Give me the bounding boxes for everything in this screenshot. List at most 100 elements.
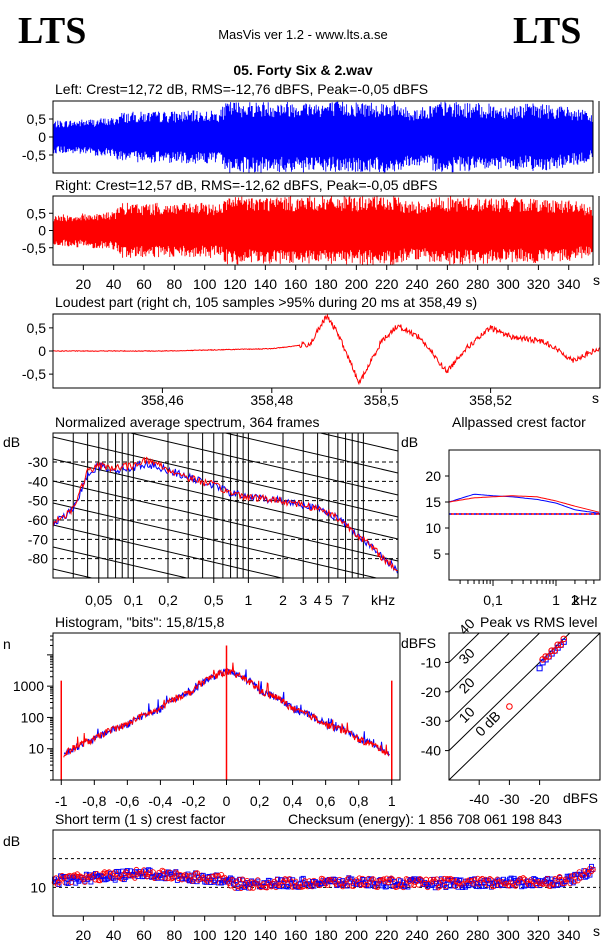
spectrum-ytick-label: -30 (28, 454, 48, 470)
short-term-left-point (297, 881, 303, 887)
short-term-right-point (464, 880, 470, 886)
short-term-xtick-label: 340 (557, 927, 581, 943)
short-term-right-point (438, 877, 445, 884)
short-term-left-point (243, 881, 249, 887)
right-waveform-xtick-label: 260 (436, 276, 460, 292)
peak-rms-diag (449, 633, 541, 722)
short-term-x-unit: s (593, 923, 600, 939)
peak-rms-left-point (536, 665, 543, 672)
short-term-right-point (423, 876, 429, 883)
peak-rms-xtick-label: -40 (469, 791, 489, 807)
short-term-left-point (281, 884, 287, 890)
short-term-title: Short term (1 s) crest factor (55, 811, 226, 827)
spectrum-diag (53, 679, 398, 759)
right-waveform-xtick-label: 160 (284, 276, 308, 292)
short-term-left-point (155, 875, 161, 881)
peak-rms-y-unit: dBFS (401, 635, 437, 651)
short-term-right-point (83, 873, 90, 879)
spectrum-right-trace (53, 456, 398, 571)
short-term-left-point (103, 877, 109, 883)
allpass-xtick-label: 2 (571, 592, 579, 608)
short-term-right-point (77, 873, 84, 879)
spectrum-diag (128, 433, 398, 496)
spectrum-title: Normalized average spectrum, 364 frames (55, 414, 320, 430)
short-term-xtick-label: 220 (375, 927, 399, 943)
right-waveform-xtick-label: 60 (136, 276, 152, 292)
loudest-ytick-label: 0 (38, 343, 46, 359)
short-term-xtick-label: 260 (436, 927, 460, 943)
short-term-right-point (116, 873, 123, 879)
spectrum-diag (53, 261, 398, 341)
peak-rms-right-point (560, 635, 568, 643)
spectrum-ytick-label: -60 (28, 512, 48, 528)
right-waveform-xtick-label: 40 (106, 276, 122, 292)
spectrum-diag (53, 568, 95, 578)
histogram-xtick-label: 0,2 (250, 793, 270, 809)
short-term-xtick-label: 100 (193, 927, 217, 943)
allpass-frame (448, 449, 601, 581)
peak-rms-ytick-label: -20 (421, 684, 441, 700)
histogram-xtick-label: 0,6 (316, 793, 336, 809)
spectrum-diag (53, 436, 398, 518)
right-waveform-xtick-label: 100 (193, 276, 217, 292)
short-term-left-point (589, 863, 594, 869)
short-term-right-point (215, 873, 222, 879)
peak-rms-frame (448, 632, 601, 781)
right-waveform-xtick-label: 300 (496, 276, 520, 292)
loudest-xtick-label: 358,52 (469, 392, 512, 408)
short-term-ytick-label: 10 (30, 879, 46, 895)
short-term-right-point (236, 877, 243, 883)
short-term-left-point (235, 885, 241, 891)
short-term-right-point (582, 867, 589, 874)
short-term-right-point (487, 876, 493, 882)
short-term-right-point (218, 872, 225, 878)
short-term-left-point (100, 873, 106, 879)
right-waveform-xtick-label: 220 (375, 276, 399, 292)
histogram-xtick-label: 0 (223, 793, 231, 809)
short-term-right-point (255, 877, 261, 883)
short-term-left-point (241, 884, 247, 890)
histogram-y-unit: n (3, 636, 11, 652)
short-term-right-point (494, 876, 501, 883)
peak-rms-diag-label: 0 dB (472, 708, 504, 740)
histogram-title: Histogram, "bits": 15,8/15,8 (55, 614, 225, 630)
histogram-xtick-label: -0,2 (181, 793, 205, 809)
short-term-left-point (56, 881, 62, 887)
spectrum-diag (53, 524, 284, 578)
spectrum-diag (53, 305, 398, 385)
short-term-left-point (375, 881, 381, 887)
short-term-left-point (85, 876, 91, 882)
spectrum-frame (52, 432, 399, 579)
short-term-right-point (188, 872, 194, 879)
right-waveform-ytick-label: -0,5 (22, 240, 46, 256)
loudest-part-title: Loudest part (right ch, 105 samples >95%… (55, 294, 478, 310)
peak-rms-diag-label: 40 (455, 615, 477, 637)
peak-rms-diag (449, 633, 571, 751)
short-term-xtick-label: 300 (496, 927, 520, 943)
histogram-xtick-label: 0,4 (283, 793, 303, 809)
short-term-left-point (540, 878, 546, 884)
spectrum-diag (53, 546, 189, 578)
short-term-xtick-label: 160 (284, 927, 308, 943)
short-term-xtick-label: 320 (527, 927, 551, 943)
spectrum-diag (318, 433, 398, 452)
short-term-left-point (441, 882, 447, 888)
short-term-left-point (187, 878, 192, 884)
short-term-xtick-label: 20 (76, 927, 92, 943)
right-waveform-xtick-label: 20 (76, 276, 92, 292)
right-waveform-ytick-label: 0,5 (27, 205, 47, 221)
short-term-left-point (519, 884, 525, 890)
short-term-right-point (250, 885, 256, 891)
short-term-left-point (582, 874, 588, 880)
allpass-xtick-label: 0,1 (483, 592, 503, 608)
loudest-xtick-label: 358,46 (141, 392, 184, 408)
app-title: MasVis ver 1.2 - www.lts.a.se (218, 27, 388, 42)
right-waveform-xtick-label: 140 (254, 276, 278, 292)
short-term-left-point (203, 879, 209, 885)
short-term-left-point (566, 874, 572, 880)
short-term-left-point (457, 878, 462, 884)
spectrum-x-unit: kHz (371, 592, 396, 608)
short-term-right-point (173, 869, 179, 876)
short-term-right-point (82, 879, 88, 885)
